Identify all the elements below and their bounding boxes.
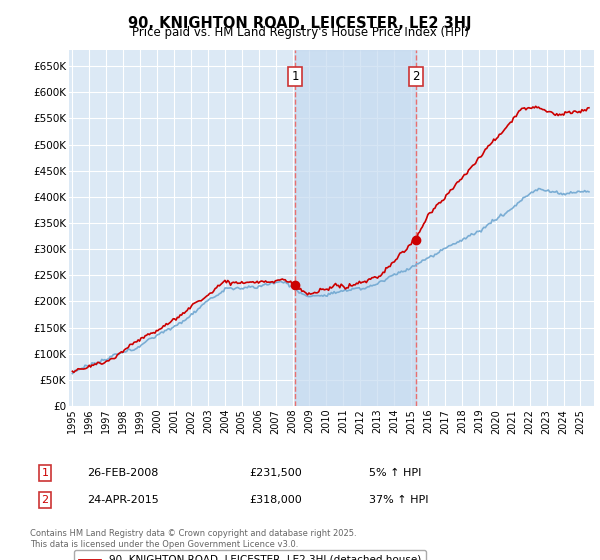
Text: 26-FEB-2008: 26-FEB-2008 <box>87 468 158 478</box>
Text: £231,500: £231,500 <box>249 468 302 478</box>
Text: 1: 1 <box>292 70 299 83</box>
Text: Price paid vs. HM Land Registry's House Price Index (HPI): Price paid vs. HM Land Registry's House … <box>131 26 469 39</box>
Bar <box>295 50 416 406</box>
Text: 2: 2 <box>413 70 420 83</box>
Text: 5% ↑ HPI: 5% ↑ HPI <box>369 468 421 478</box>
Text: 90, KNIGHTON ROAD, LEICESTER, LE2 3HJ: 90, KNIGHTON ROAD, LEICESTER, LE2 3HJ <box>128 16 472 31</box>
Text: £318,000: £318,000 <box>249 495 302 505</box>
Text: Contains HM Land Registry data © Crown copyright and database right 2025.
This d: Contains HM Land Registry data © Crown c… <box>30 529 356 549</box>
Text: 24-APR-2015: 24-APR-2015 <box>87 495 159 505</box>
Text: 1: 1 <box>41 468 49 478</box>
Legend: 90, KNIGHTON ROAD, LEICESTER, LE2 3HJ (detached house), HPI: Average price, deta: 90, KNIGHTON ROAD, LEICESTER, LE2 3HJ (d… <box>74 550 426 560</box>
Text: 37% ↑ HPI: 37% ↑ HPI <box>369 495 428 505</box>
Text: 2: 2 <box>41 495 49 505</box>
